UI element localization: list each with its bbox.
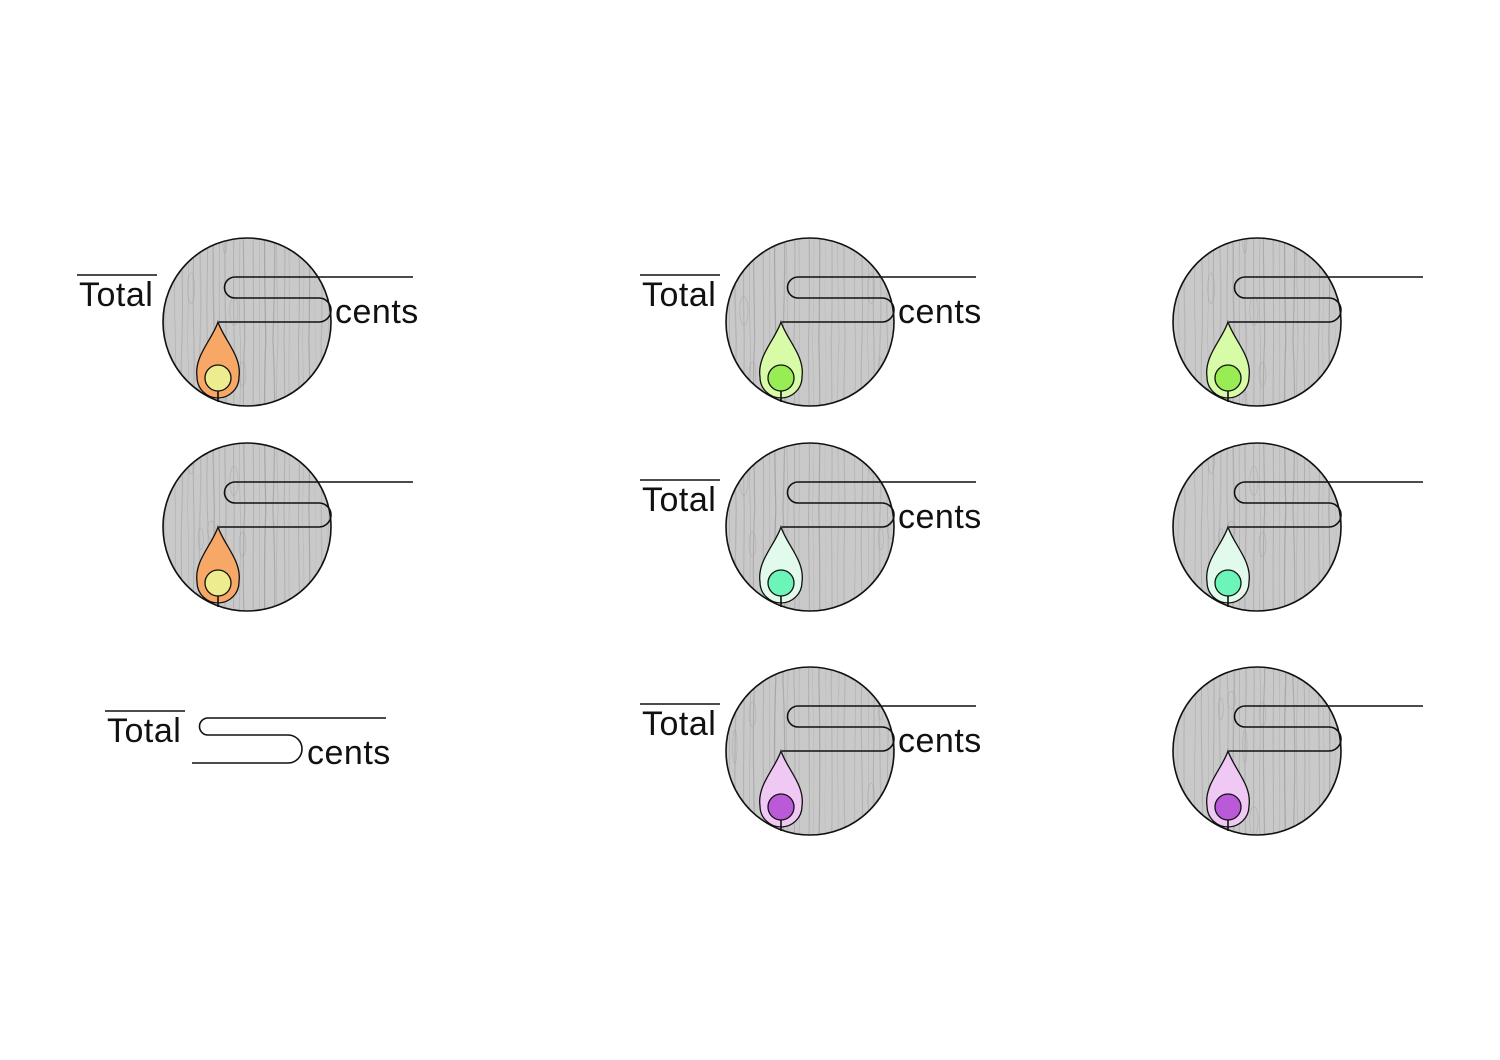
flame-core-dot [1214, 569, 1242, 597]
logo-variant-wordmark-only: Total cents [105, 710, 391, 772]
logo-variant-orange-emblem [162, 442, 413, 612]
logo-variant-violet-full: Total cents [640, 666, 982, 836]
wordmark-cents: cents [307, 734, 391, 772]
logo-variant-mint-emblem [1172, 442, 1423, 612]
serpentine-s-line [782, 276, 976, 323]
logo-variant-lime-full: Total cents [640, 237, 982, 407]
serpentine-s-line [192, 717, 386, 764]
flame-core-dot [1214, 364, 1242, 392]
logo-variant-mint-full: Total cents [640, 442, 982, 612]
logo-variant-violet-emblem [1172, 666, 1423, 836]
flame-core-dot [204, 364, 232, 392]
wordmark-total: Total [79, 276, 153, 314]
logo-variants: Total cents Total cents Total cents Total cents… [77, 237, 1423, 836]
wordmark-total: Total [642, 481, 716, 519]
flame-core-dot [204, 569, 232, 597]
serpentine-s-line [782, 481, 976, 528]
flame-core-dot [767, 569, 795, 597]
wordmark-cents: cents [335, 293, 419, 331]
flame-core-dot [767, 364, 795, 392]
wordmark-total: Total [107, 712, 181, 750]
serpentine-s-line [219, 276, 413, 323]
serpentine-s-line [1229, 481, 1423, 528]
wordmark-cents: cents [898, 722, 982, 760]
wordmark-total: Total [642, 705, 716, 743]
wordmark-cents: cents [898, 293, 982, 331]
serpentine-s-line [782, 705, 976, 752]
flame-core-dot [1214, 793, 1242, 821]
serpentine-s-line [1229, 276, 1423, 323]
serpentine-s-line [1229, 705, 1423, 752]
serpentine-s-line [219, 481, 413, 528]
flame-core-dot [767, 793, 795, 821]
wordmark-total: Total [642, 276, 716, 314]
wordmark-cents: cents [898, 498, 982, 536]
logo-variant-orange-full: Total cents [77, 237, 419, 407]
logo-variant-lime-emblem [1172, 237, 1423, 407]
